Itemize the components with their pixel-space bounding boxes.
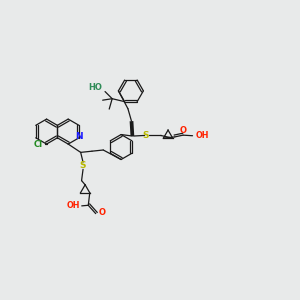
Text: OH: OH <box>195 131 209 140</box>
Text: OH: OH <box>67 201 80 210</box>
Text: S: S <box>80 161 86 170</box>
Text: Cl: Cl <box>34 140 43 148</box>
Text: HO: HO <box>88 83 102 92</box>
Text: O: O <box>180 127 187 136</box>
Text: N: N <box>75 131 83 140</box>
Text: O: O <box>99 208 106 217</box>
Text: S: S <box>142 131 149 140</box>
